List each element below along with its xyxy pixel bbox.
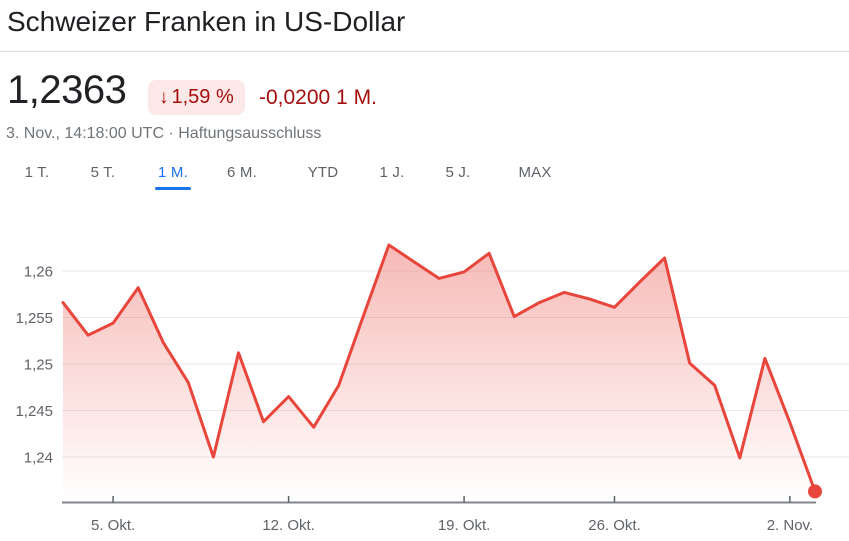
page-title: Schweizer Franken in US-Dollar — [7, 6, 406, 37]
header-divider — [0, 51, 849, 52]
tab-max[interactable]: MAX — [518, 164, 552, 181]
tab-5j[interactable]: 5 J. — [445, 164, 471, 181]
tab-ytd[interactable]: YTD — [307, 164, 339, 181]
timestamp: 3. Nov., 14:18:00 UTC — [6, 125, 164, 142]
x-axis-label: 19. Okt. — [438, 517, 491, 534]
disclaimer-link[interactable]: Haftungsausschluss — [178, 125, 322, 142]
chart-area-fill — [63, 245, 815, 502]
y-axis-label: 1,245 — [15, 403, 53, 420]
price-value: 1,2363 — [7, 68, 127, 112]
last-price-dot — [808, 484, 822, 499]
change-percent-value: 1,59 % — [171, 86, 234, 108]
tab-6m[interactable]: 6 M. — [227, 164, 257, 181]
range-tabs: 1 T. 5 T. 1 M. 6 M. YTD 1 J. 5 J. MAX — [0, 162, 849, 194]
tab-1t[interactable]: 1 T. — [24, 164, 50, 181]
x-axis-label: 2. Nov. — [767, 517, 813, 534]
chart-line — [61, 243, 817, 493]
meta-separator: · — [168, 125, 174, 142]
price-chart[interactable]: 5. Okt. 12. Okt. 19. Okt. 26. Okt. 2. Nov. 1,… — [0, 230, 849, 541]
x-axis-label: 5. Okt. — [91, 517, 135, 534]
tab-5t[interactable]: 5 T. — [90, 164, 116, 181]
y-axis-label: 1,24 — [24, 450, 53, 467]
change-absolute-value: -0,0200 1 M. — [259, 86, 377, 109]
y-axis-label: 1,26 — [24, 264, 53, 281]
x-axis-label: 26. Okt. — [588, 517, 641, 534]
tab-1m[interactable]: 1 M. — [158, 164, 188, 181]
arrow-down-icon: ↓ — [159, 87, 169, 108]
y-axis-label: 1,255 — [15, 310, 53, 327]
tab-1j[interactable]: 1 J. — [379, 164, 405, 181]
y-axis-label: 1,25 — [24, 357, 53, 374]
change-percent-badge: ↓ 1,59 % — [148, 80, 245, 115]
x-axis-label: 12. Okt. — [262, 517, 315, 534]
quote-meta: 3. Nov., 14:18:00 UTC · Haftungsausschlu… — [6, 125, 321, 143]
